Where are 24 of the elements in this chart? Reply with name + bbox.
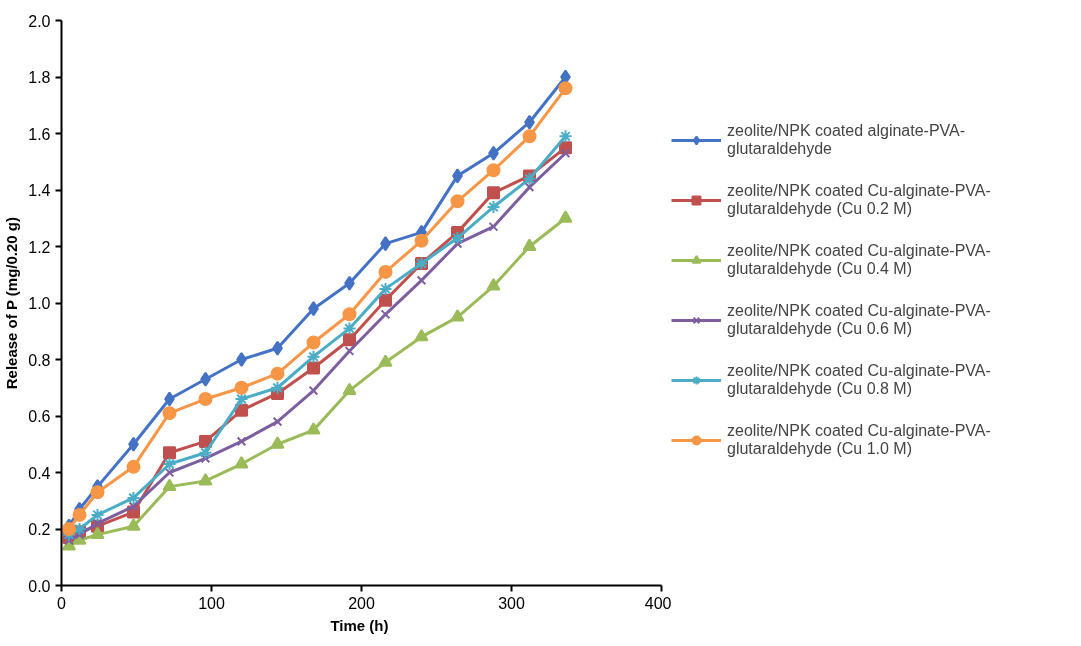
y-tick-label: 0.6 bbox=[28, 408, 51, 425]
legend-label: zeolite/NPK coated Cu-alginate-PVA-glutaraldehyde (Cu 0.4 M) bbox=[727, 241, 991, 279]
x-tick-label: 300 bbox=[498, 594, 525, 612]
y-tick-label: 1.4 bbox=[28, 182, 51, 199]
x-axis-title: Time (h) bbox=[330, 616, 389, 634]
y-tick-label: 0.8 bbox=[28, 351, 51, 369]
legend-label: zeolite/NPK coated Cu-alginate-PVA-glutaraldehyde (Cu 0.8 M) bbox=[727, 361, 991, 399]
x-tick-label: 200 bbox=[348, 594, 375, 612]
y-tick-label: 1.6 bbox=[28, 125, 51, 143]
y-tick-label: 1.2 bbox=[28, 238, 51, 256]
x-tick-label: 400 bbox=[644, 594, 672, 612]
y-tick-label: 0.4 bbox=[28, 464, 51, 482]
y-tick-label: 1.8 bbox=[28, 69, 51, 86]
x-tick-label: 100 bbox=[198, 594, 225, 612]
y-tick-label: 0.2 bbox=[28, 521, 51, 538]
legend-label: zeolite/NPK coated Cu-alginate-PVA-glutaraldehyde (Cu 0.2 M) bbox=[727, 181, 991, 219]
y-tick-label: 2.0 bbox=[28, 12, 51, 30]
y-axis-title: Release of P (mg/0.20 g) bbox=[3, 216, 21, 390]
x-tick-label: 0 bbox=[57, 594, 67, 612]
legend-label: zeolite/NPK coated Cu-alginate-PVA-glutaraldehyde (Cu 1.0 M) bbox=[727, 421, 991, 459]
legend-label: zeolite/NPK coated alginate-PVA-glutaraldehyde bbox=[727, 121, 966, 159]
y-tick-label: 1.0 bbox=[28, 295, 51, 312]
legend-label: zeolite/NPK coated Cu-alginate-PVA-glutaraldehyde (Cu 0.6 M) bbox=[727, 301, 991, 339]
y-tick-label: 0.0 bbox=[28, 577, 51, 595]
